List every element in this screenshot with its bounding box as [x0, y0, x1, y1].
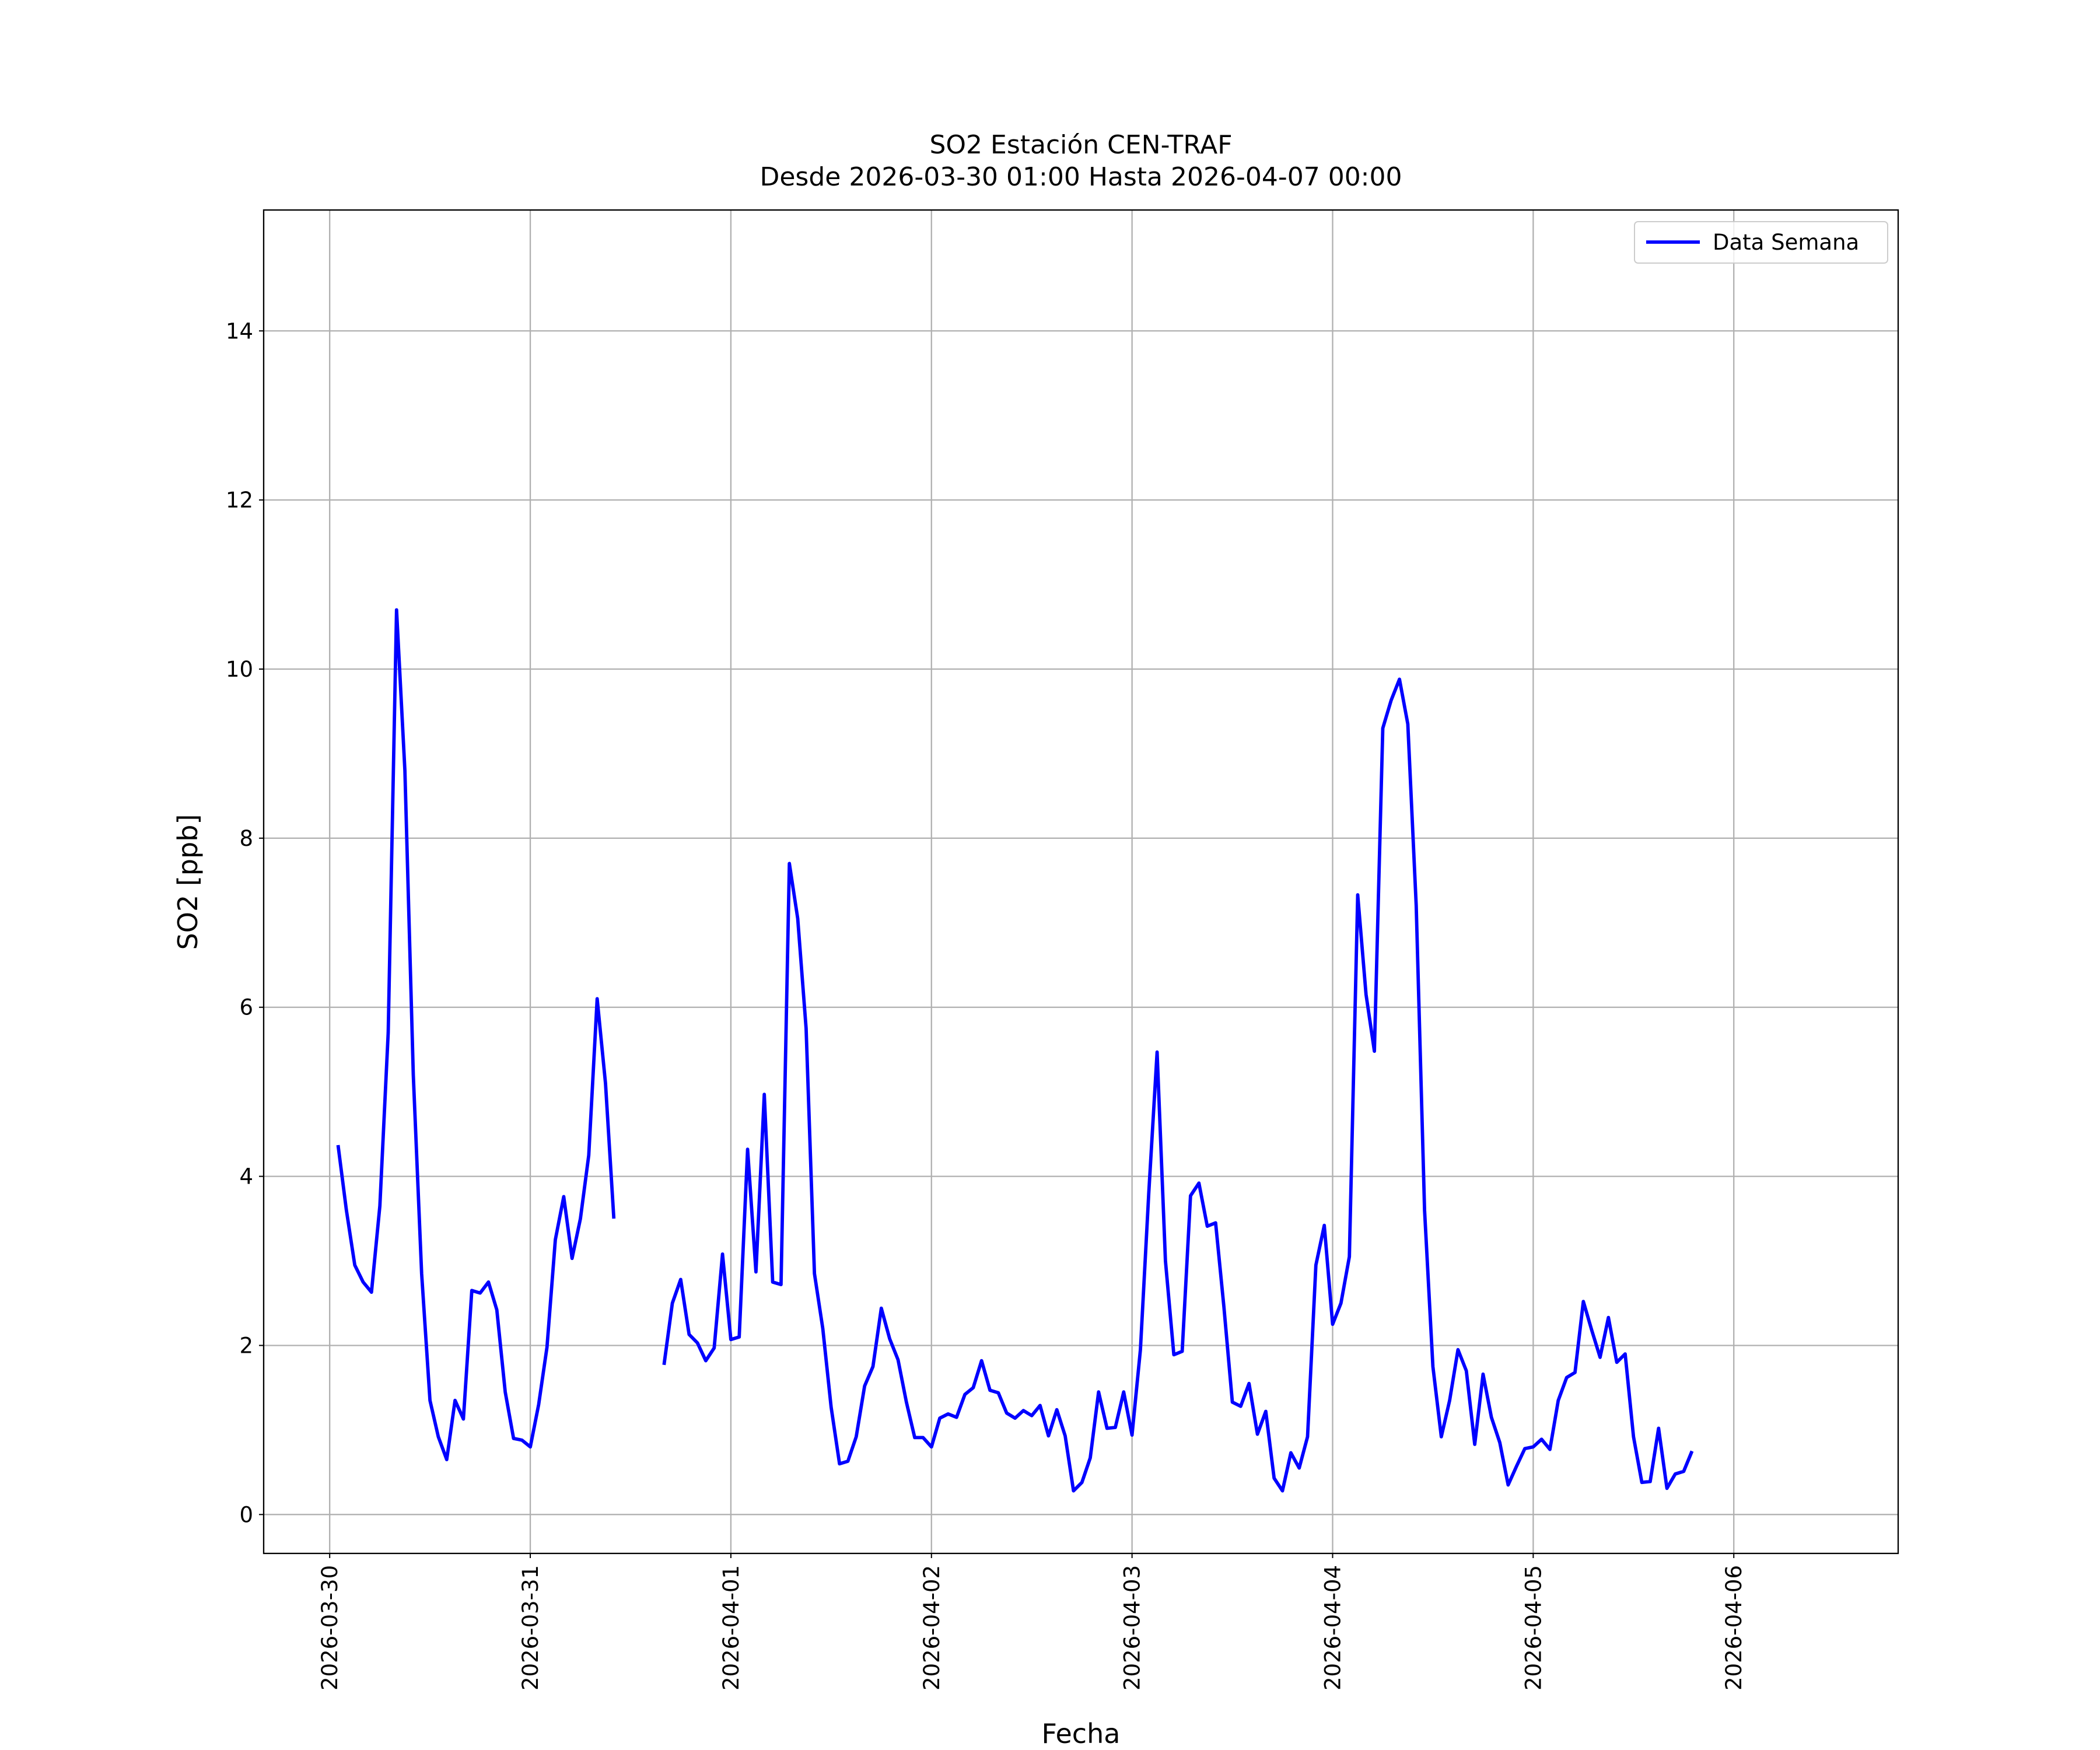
x-tick-label: 2026-04-06	[1721, 1565, 1746, 1690]
y-tick-label: 2	[239, 1333, 253, 1358]
x-tick-label: 2026-03-31	[518, 1565, 543, 1690]
y-tick-label: 10	[226, 657, 253, 682]
x-tick-label: 2026-04-01	[719, 1565, 744, 1690]
y-axis-label: SO2 [ppb]	[172, 814, 204, 950]
y-tick-label: 4	[239, 1164, 253, 1189]
data-line	[336, 608, 1694, 1493]
x-tick-label: 2026-04-03	[1120, 1565, 1145, 1690]
chart-title: SO2 Estación CEN-TRAF	[929, 130, 1232, 160]
y-tick-label: 12	[226, 488, 253, 513]
x-tick-label: 2026-04-04	[1320, 1565, 1345, 1690]
x-tick-label: 2026-04-02	[919, 1565, 944, 1690]
legend-label: Data Semana	[1713, 230, 1859, 255]
x-tick-label: 2026-04-05	[1521, 1565, 1546, 1690]
y-tick-label: 6	[239, 995, 253, 1020]
chart-subtitle: Desde 2026-03-30 01:00 Hasta 2026-04-07 …	[760, 162, 1402, 192]
y-tick-label: 0	[239, 1502, 253, 1527]
plot-frame	[262, 209, 1899, 1555]
x-tick-label: 2026-03-30	[317, 1565, 342, 1690]
x-axis-label: Fecha	[1042, 1718, 1121, 1749]
y-tick-label: 14	[226, 318, 253, 344]
legend-box	[1634, 221, 1888, 264]
y-tick-label: 8	[239, 826, 253, 851]
